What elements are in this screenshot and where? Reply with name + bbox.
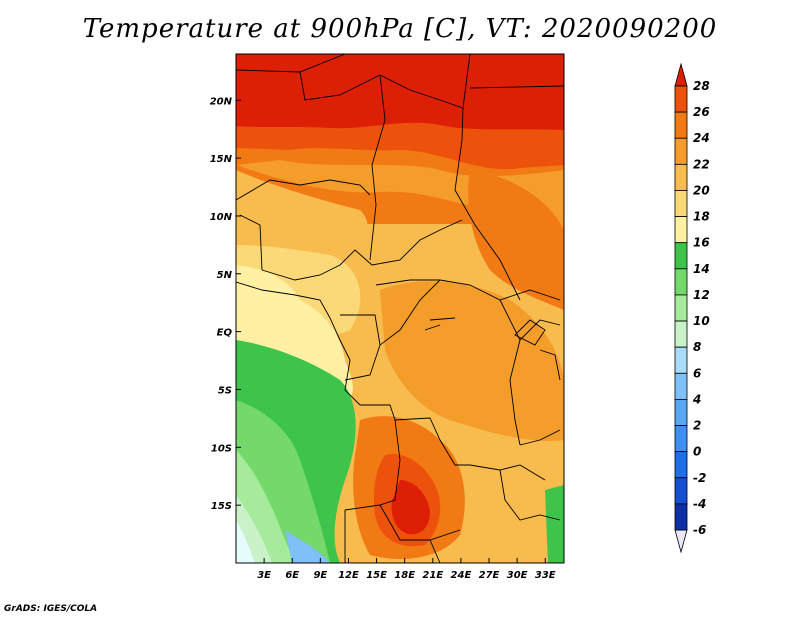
band-22-24-central xyxy=(380,281,564,441)
x-tick-label: 18E xyxy=(394,570,415,581)
x-tick-label: 27E xyxy=(479,570,500,581)
colorbar-label: 10 xyxy=(693,314,710,328)
x-tick-label: 24E xyxy=(451,570,472,581)
colorbar-swatch xyxy=(674,294,688,322)
x-tick-label: 3E xyxy=(257,570,271,581)
temperature-field xyxy=(236,54,564,563)
colorbar-label: 26 xyxy=(693,105,710,119)
chart-title: Temperature at 900hPa [C], VT: 202009020… xyxy=(82,14,718,44)
colorbar-label: 20 xyxy=(693,183,710,197)
y-axis: 20N 15N 10N 5N EQ 5S 10S 15S xyxy=(210,96,241,512)
colorbar-label: -4 xyxy=(693,497,706,511)
band-24-26-east xyxy=(468,170,564,310)
colorbar-swatch xyxy=(674,190,688,217)
x-tick-label: 12E xyxy=(338,570,359,581)
colorbar-swatch xyxy=(674,242,688,270)
y-tick-label: EQ xyxy=(217,328,233,339)
y-tick-label: 5N xyxy=(217,270,233,281)
colorbar-label: 24 xyxy=(693,131,710,145)
band-gt-28-south xyxy=(391,480,430,535)
colorbar-label: -2 xyxy=(693,471,706,485)
x-axis: 3E 6E 9E 12E 15E 18E 21E 24E 27E 30E 33E xyxy=(257,558,556,581)
colorbar-label: 14 xyxy=(693,262,710,276)
colorbar-label: 0 xyxy=(693,445,701,459)
colorbar-swatch xyxy=(674,163,688,191)
colorbar-label: -6 xyxy=(693,523,706,537)
colorbar-label: 6 xyxy=(693,366,701,380)
colorbar-arrow-bottom xyxy=(674,529,688,554)
band-14-16-se xyxy=(545,485,564,563)
x-tick-label: 9E xyxy=(313,570,327,581)
country-borders xyxy=(236,54,564,563)
colorbar-label: 4 xyxy=(692,392,701,406)
colorbar-swatch xyxy=(674,503,688,531)
y-tick-label: 5S xyxy=(218,385,232,396)
colorbar-swatch xyxy=(674,399,688,426)
map-frame xyxy=(235,53,565,564)
colorbar-label: 18 xyxy=(693,210,710,224)
colorbar-swatch xyxy=(674,216,688,244)
y-tick-label: 10N xyxy=(210,212,233,223)
colorbar-swatch xyxy=(674,346,688,374)
colorbar-arrow-top xyxy=(674,62,688,87)
colorbar-label: 2 xyxy=(693,419,701,433)
colorbar-label: 22 xyxy=(693,157,710,171)
colorbar-label: 12 xyxy=(693,288,710,302)
band-lt-8 xyxy=(236,520,255,563)
colorbar-swatch xyxy=(674,425,688,453)
colorbar-swatch xyxy=(674,268,688,296)
y-tick-label: 15S xyxy=(211,501,232,512)
colorbar-swatch xyxy=(674,320,688,348)
x-tick-label: 21E xyxy=(422,570,443,581)
y-tick-label: 10S xyxy=(211,443,232,454)
band-20-22-west xyxy=(236,170,368,265)
y-tick-label: 20N xyxy=(210,96,233,107)
colorbar-label: 16 xyxy=(693,236,710,250)
colorbar-swatch xyxy=(674,451,688,479)
colorbar-label: 8 xyxy=(693,340,701,354)
y-tick-label: 15N xyxy=(210,154,233,165)
colorbar-label: 28 xyxy=(693,79,710,93)
colorbar-swatch xyxy=(674,477,688,505)
x-tick-label: 15E xyxy=(366,570,387,581)
band-gt-28 xyxy=(236,54,564,130)
band-6-8 xyxy=(285,530,330,563)
colorbar-swatch xyxy=(674,137,688,165)
software-credit: GrADS: IGES/COLA xyxy=(4,604,98,614)
x-tick-label: 6E xyxy=(285,570,299,581)
colorbar-swatch xyxy=(674,111,688,139)
colorbar-swatch xyxy=(674,85,688,113)
x-tick-label: 30E xyxy=(507,570,528,581)
x-tick-label: 33E xyxy=(535,570,556,581)
colorbar-swatch xyxy=(674,372,688,400)
